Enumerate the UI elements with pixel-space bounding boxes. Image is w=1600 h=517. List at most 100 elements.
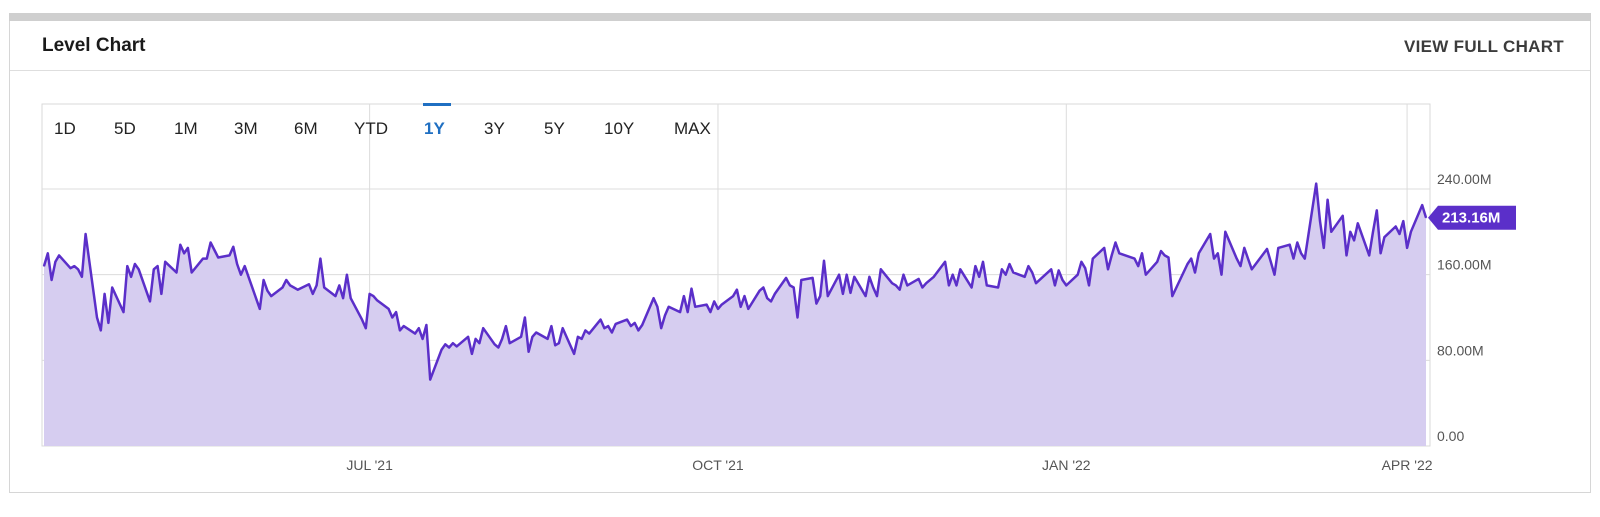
data-point (157, 265, 159, 267)
data-point (365, 327, 367, 329)
data-point (403, 325, 405, 327)
data-point (81, 276, 83, 278)
data-point (1061, 279, 1064, 281)
range-button-max[interactable]: MAX (674, 119, 711, 138)
range-button-1y[interactable]: 1Y (424, 119, 445, 138)
data-point (743, 295, 746, 297)
range-button-ytd[interactable]: YTD (354, 119, 388, 138)
data-point (1224, 231, 1226, 233)
range-button-3m[interactable]: 3M (234, 119, 258, 138)
data-point (1270, 261, 1272, 263)
data-point (448, 346, 450, 349)
data-point (478, 342, 480, 344)
data-point (494, 343, 496, 345)
data-point (58, 254, 60, 256)
data-point (1357, 222, 1359, 224)
data-point (1058, 269, 1060, 271)
data-point (206, 258, 208, 260)
data-point (713, 300, 715, 302)
data-point (736, 289, 738, 291)
data-point (1243, 247, 1245, 249)
data-point (997, 286, 999, 289)
data-point (1065, 284, 1067, 286)
x-tick-label: OCT '21 (692, 457, 744, 473)
data-point (717, 308, 719, 310)
data-point (842, 293, 844, 295)
data-point (54, 261, 57, 263)
data-point (43, 265, 45, 267)
data-point (138, 268, 140, 270)
active-range-indicator (423, 103, 451, 106)
data-point (634, 322, 636, 324)
data-point (482, 327, 484, 329)
range-button-6m[interactable]: 6M (294, 119, 318, 138)
data-point (759, 290, 761, 292)
range-button-3y[interactable]: 3Y (484, 119, 505, 138)
data-point (1092, 258, 1094, 260)
data-point (281, 286, 284, 289)
data-point (47, 252, 49, 254)
data-point (179, 244, 181, 246)
data-point (853, 276, 855, 278)
data-point (1247, 258, 1249, 260)
data-point (1118, 252, 1120, 254)
data-point (350, 297, 352, 299)
data-point (1425, 217, 1427, 219)
data-point (1300, 252, 1302, 254)
data-point (334, 295, 337, 297)
data-point (240, 274, 242, 276)
card-header: Level Chart VIEW FULL CHART (10, 21, 1590, 71)
data-point (126, 265, 128, 267)
data-point (1277, 247, 1279, 249)
data-point (921, 286, 924, 289)
data-point (1012, 271, 1014, 274)
data-point (902, 274, 905, 276)
data-point (361, 319, 363, 321)
data-point (388, 308, 390, 310)
data-point (588, 333, 590, 335)
data-point (562, 327, 564, 329)
range-button-10y[interactable]: 10Y (604, 119, 634, 138)
data-point (1239, 265, 1242, 267)
data-point (770, 300, 772, 302)
range-button-5y[interactable]: 5Y (544, 119, 565, 138)
data-point (626, 319, 628, 321)
view-full-chart-link[interactable]: VIEW FULL CHART (1403, 37, 1564, 56)
data-point (918, 278, 920, 280)
data-point (800, 279, 802, 281)
data-point (785, 277, 787, 279)
data-point (600, 319, 602, 321)
data-point (85, 233, 87, 235)
data-point (444, 343, 446, 345)
data-point (906, 284, 908, 286)
data-point (872, 286, 874, 289)
data-point (1345, 254, 1348, 256)
data-point (528, 351, 530, 353)
data-point (1251, 268, 1253, 270)
data-point (293, 286, 295, 289)
last-value-badge-shape (1428, 205, 1516, 230)
data-point (1296, 241, 1298, 244)
card-top-accent-bar (9, 13, 1591, 21)
data-point (732, 295, 734, 297)
data-point (1077, 274, 1079, 276)
data-point (346, 274, 348, 276)
data-point (244, 265, 246, 267)
data-point (637, 329, 640, 331)
data-point (531, 336, 534, 338)
data-point (1342, 215, 1344, 217)
data-point (573, 353, 575, 355)
data-point (259, 308, 261, 310)
data-point (827, 295, 829, 297)
range-button-1m[interactable]: 1M (174, 119, 198, 138)
y-tick-label: 80.00M (1437, 342, 1484, 358)
x-tick-label: APR '22 (1382, 457, 1433, 473)
data-point (668, 306, 670, 308)
data-point (603, 327, 606, 329)
data-point (547, 338, 549, 340)
data-point (535, 331, 537, 334)
data-point (1220, 274, 1223, 276)
range-button-1d[interactable]: 1D (54, 119, 76, 138)
data-point (1398, 233, 1401, 235)
range-button-5d[interactable]: 5D (114, 119, 136, 138)
